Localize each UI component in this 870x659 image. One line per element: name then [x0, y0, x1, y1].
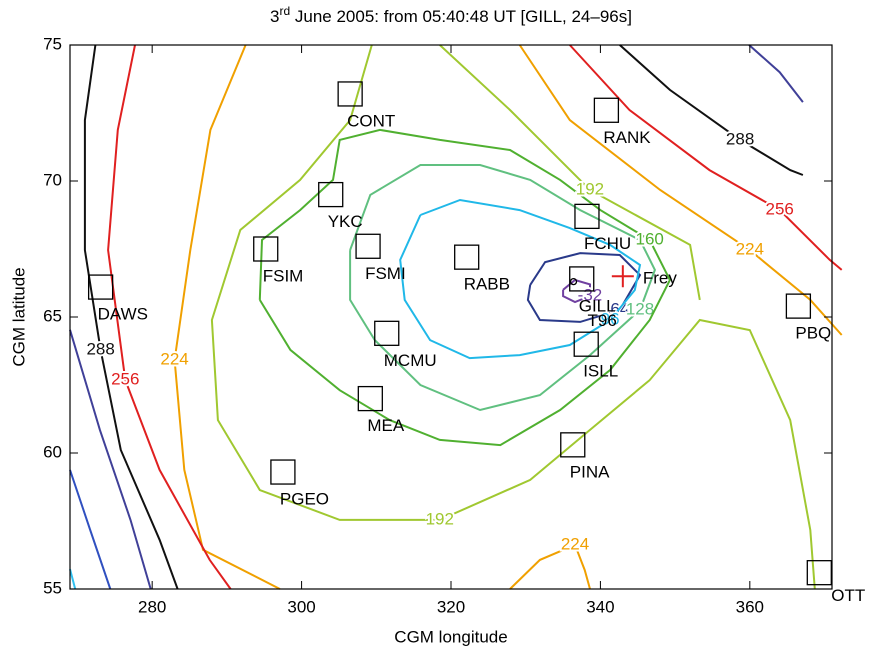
station-label: FSIM	[263, 266, 304, 285]
contour-line	[173, 44, 281, 590]
contour-label: 256	[766, 200, 794, 219]
x-axis-label: CGM longitude	[394, 627, 507, 646]
contour-line	[69, 329, 152, 590]
station-marker	[253, 236, 279, 262]
station-label: MEA	[367, 416, 405, 435]
frey-marker	[611, 265, 634, 288]
station-marker	[785, 293, 812, 319]
contour-line	[258, 128, 672, 447]
station-marker	[355, 233, 381, 259]
station-label: PGEO	[280, 490, 329, 509]
title-pre: 3	[270, 7, 279, 26]
station-label: MCMU	[384, 351, 437, 370]
y-tick-label: 70	[43, 170, 62, 189]
contour-label: 256	[111, 370, 139, 389]
contour-label: 224	[561, 534, 589, 553]
contour-label: 288	[726, 129, 754, 148]
station-label: OTT	[831, 586, 865, 605]
station-marker	[87, 274, 114, 300]
station-label: PBQ	[795, 324, 831, 343]
contour-line	[83, 44, 179, 590]
x-tick-label: 280	[138, 597, 166, 616]
x-tick-label: 360	[736, 597, 764, 616]
station-label: RABB	[464, 275, 510, 294]
station-marker	[569, 266, 595, 292]
station-label: FCHU	[584, 234, 631, 253]
contour-line	[748, 44, 804, 103]
contour-line	[439, 44, 701, 301]
station-marker	[593, 97, 620, 123]
station-label: DAWS	[98, 305, 148, 324]
station-marker	[270, 459, 296, 485]
station-marker	[574, 203, 600, 230]
contour-line	[562, 278, 591, 304]
contour-label: 160	[636, 230, 664, 249]
station-marker	[337, 81, 363, 107]
station-marker	[318, 181, 344, 208]
station-label: PINA	[570, 462, 610, 481]
contour-label: 224	[736, 240, 764, 259]
contour-line	[69, 469, 112, 590]
y-tick-label: 65	[43, 306, 62, 325]
contour-label: -32	[578, 286, 603, 305]
station-marker	[374, 320, 400, 346]
contour-line	[526, 252, 642, 323]
x-tick-label: 320	[437, 597, 465, 616]
contour-label: 96	[601, 309, 620, 328]
station-marker	[560, 432, 586, 458]
contour-line	[107, 44, 232, 590]
contour-label: 192	[426, 509, 454, 528]
contour-line	[509, 543, 591, 590]
plot-frame	[69, 44, 833, 590]
contour-label: 224	[160, 349, 188, 368]
station-marker	[454, 244, 480, 270]
contour-label: 288	[86, 339, 114, 358]
y-tick-label: 60	[43, 442, 62, 461]
station-label: GILL	[579, 296, 616, 315]
station-marker	[573, 331, 599, 357]
chart-title: 3rd June 2005: from 05:40:48 UT [GILL, 2…	[270, 4, 632, 26]
station-label: FSMI	[365, 264, 406, 283]
contour-line	[210, 44, 816, 590]
station-label: RANK	[603, 128, 651, 147]
station-marker	[357, 385, 383, 412]
station-label: ISLL	[583, 362, 618, 381]
title-post: June 2005: from 05:40:48 UT [GILL, 24–96…	[290, 7, 632, 26]
x-tick-label: 340	[586, 597, 614, 616]
t96-label: T96	[588, 311, 617, 330]
contour-line	[619, 44, 804, 176]
t96-marker	[569, 277, 578, 286]
contour-line	[349, 164, 656, 412]
station-marker	[806, 560, 832, 586]
frey-label: Frey	[643, 269, 678, 288]
contour-label: 128	[626, 299, 654, 318]
station-label: CONT	[347, 111, 395, 130]
y-tick-label: 75	[43, 34, 62, 53]
x-tick-label: 300	[287, 597, 315, 616]
y-axis-label: CGM latitude	[9, 267, 28, 366]
contour-line	[399, 198, 642, 360]
title-sup: rd	[280, 4, 291, 18]
contour-label: 192	[576, 179, 604, 198]
y-tick-label: 55	[43, 578, 62, 597]
station-label: YKC	[328, 212, 363, 231]
contour-line	[69, 568, 77, 590]
contour-line	[518, 44, 843, 336]
